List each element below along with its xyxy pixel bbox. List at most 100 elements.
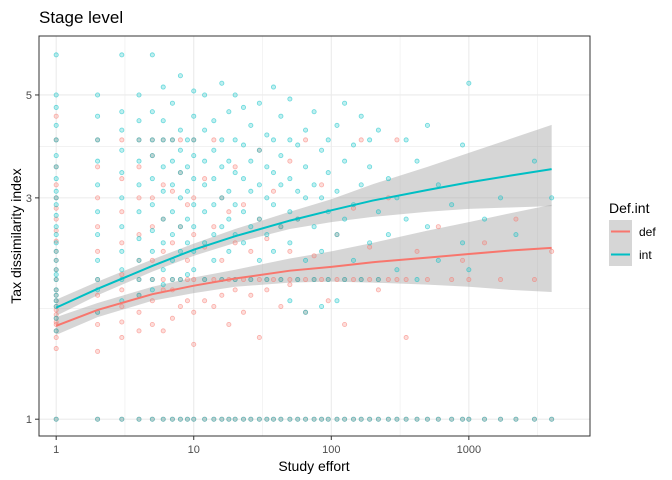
data-point-int: [270, 137, 276, 143]
data-point-def: [136, 232, 142, 238]
y-tick-label: 1: [26, 414, 32, 426]
data-point-int: [226, 188, 232, 194]
data-point-int: [303, 127, 309, 133]
data-point-int: [303, 257, 309, 263]
data-point-int: [342, 416, 348, 422]
data-point-def: [394, 277, 400, 283]
chart-title: Stage level: [39, 8, 123, 27]
data-point-def: [136, 195, 142, 201]
data-point-def: [449, 277, 455, 283]
plot-panel: [38, 35, 591, 437]
data-point-def: [226, 209, 232, 215]
data-point-int: [256, 416, 262, 422]
data-point-def: [160, 182, 166, 188]
data-point-int: [136, 92, 142, 98]
data-point-def: [256, 335, 262, 341]
data-point-int: [278, 224, 284, 230]
data-point-int: [119, 248, 125, 254]
data-point-int: [160, 137, 166, 143]
data-point-def: [53, 335, 59, 341]
data-point-def: [211, 303, 217, 309]
data-point-int: [119, 127, 125, 133]
legend-label-def: def: [639, 225, 656, 239]
data-point-int: [177, 224, 183, 230]
data-point-int: [53, 240, 59, 246]
data-point-int: [184, 240, 190, 246]
data-point-int: [367, 137, 373, 143]
x-axis-title: Study effort: [278, 458, 349, 474]
data-point-int: [248, 122, 254, 128]
data-point-int: [414, 416, 420, 422]
data-point-int: [342, 216, 348, 222]
data-point-def: [264, 287, 270, 293]
data-point-def: [202, 176, 208, 182]
data-point-int: [53, 272, 59, 278]
data-point-int: [466, 416, 472, 422]
data-point-int: [385, 416, 391, 422]
data-point-def: [287, 158, 293, 164]
data-point-def: [53, 205, 59, 211]
data-point-int: [482, 416, 488, 422]
data-point-int: [53, 287, 59, 293]
data-point-int: [358, 416, 364, 422]
data-point-def: [460, 257, 466, 263]
data-point-def: [424, 277, 430, 283]
data-point-def: [169, 240, 175, 246]
data-point-def: [211, 137, 217, 143]
data-point-int: [53, 104, 59, 110]
data-point-int: [350, 416, 356, 422]
data-point-def: [334, 277, 340, 283]
data-point-int: [270, 202, 276, 208]
y-tick-label: 5: [26, 90, 32, 102]
data-point-def: [119, 209, 125, 215]
data-point-int: [226, 158, 232, 164]
data-point-def: [270, 188, 276, 194]
y-axis: 1 3 5: [26, 90, 39, 426]
data-point-int: [303, 164, 309, 170]
data-point-int: [160, 84, 166, 90]
data-point-int: [232, 170, 238, 176]
data-point-def: [248, 292, 254, 298]
data-point-int: [119, 109, 125, 115]
data-point-int: [184, 272, 190, 278]
data-point-int: [232, 92, 238, 98]
data-point-def: [119, 335, 125, 341]
data-point-int: [53, 224, 59, 230]
data-point-def: [248, 248, 254, 254]
data-point-int: [160, 416, 166, 422]
data-point-int: [169, 100, 175, 106]
data-point-def: [177, 303, 183, 309]
data-point-int: [334, 122, 340, 128]
x-tick-label: 10: [188, 444, 200, 456]
data-point-def: [287, 277, 293, 283]
data-point-def: [149, 257, 155, 263]
data-point-def: [191, 195, 197, 201]
data-point-int: [375, 127, 381, 133]
x-tick-label: 1: [53, 444, 59, 456]
data-point-int: [191, 267, 197, 273]
data-point-int: [53, 122, 59, 128]
legend-label-int: int: [639, 248, 652, 262]
data-point-def: [191, 309, 197, 315]
data-point-int: [95, 182, 101, 188]
data-point-int: [211, 202, 217, 208]
data-point-int: [53, 292, 59, 298]
panel-background: [39, 36, 590, 436]
data-point-int: [184, 216, 190, 222]
data-point-int: [350, 257, 356, 263]
data-point-int: [95, 257, 101, 263]
data-point-int: [295, 188, 301, 194]
data-point-int: [211, 176, 217, 182]
data-point-int: [202, 92, 208, 98]
data-point-int: [149, 153, 155, 159]
data-point-int: [311, 109, 317, 115]
data-point-int: [295, 416, 301, 422]
data-point-int: [211, 118, 217, 124]
data-point-def: [414, 248, 420, 254]
data-point-int: [95, 416, 101, 422]
data-point-def: [226, 322, 232, 328]
data-point-int: [219, 164, 225, 170]
data-point-int: [119, 147, 125, 153]
data-point-int: [184, 137, 190, 143]
data-point-int: [191, 224, 197, 230]
